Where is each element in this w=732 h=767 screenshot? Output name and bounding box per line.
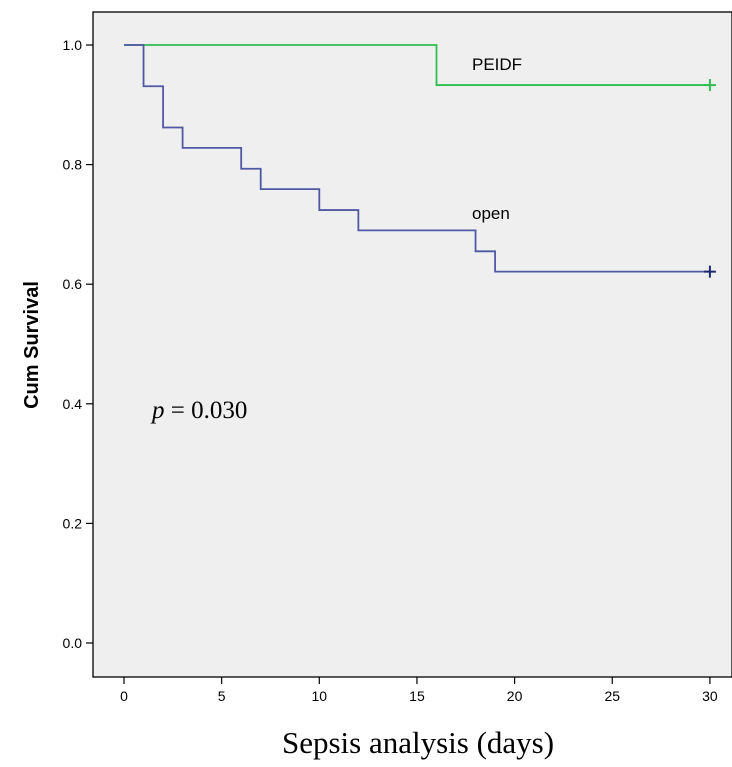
censor-marker-peidf xyxy=(703,79,716,92)
p-value-text: = 0.030 xyxy=(165,397,248,424)
x-tick-label: 25 xyxy=(604,688,620,704)
series-line-peidf xyxy=(124,44,710,86)
x-tick-label: 5 xyxy=(218,688,226,704)
p-value-annotation: p = 0.030 xyxy=(150,397,247,424)
x-tick-label: 15 xyxy=(409,688,425,704)
y-tick-label: 0.0 xyxy=(63,635,83,651)
x-tick-label: 20 xyxy=(507,688,523,704)
x-tick-label: 10 xyxy=(312,688,328,704)
x-axis-label: Sepsis analysis (days) xyxy=(282,725,554,760)
y-tick-label: 0.2 xyxy=(63,515,83,531)
y-tick-label: 0.4 xyxy=(63,396,83,412)
x-tick-label: 0 xyxy=(120,688,128,704)
p-value-symbol: p xyxy=(150,397,165,424)
censor-marker-open xyxy=(703,265,716,278)
series-label-open: open xyxy=(472,204,510,223)
x-tick-label: 30 xyxy=(702,688,718,704)
y-axis: 0.0 0.2 0.4 0.6 0.8 1.0 xyxy=(63,37,93,651)
plot-area xyxy=(92,11,732,678)
x-axis: 0 5 10 15 20 25 30 xyxy=(120,677,718,704)
series-line-open xyxy=(124,44,710,273)
series-label-peidf: PEIDF xyxy=(472,55,522,74)
y-axis-label: Cum Survival xyxy=(21,281,43,409)
y-tick-label: 1.0 xyxy=(63,37,83,53)
y-tick-label: 0.8 xyxy=(63,157,83,173)
y-tick-label: 0.6 xyxy=(63,276,83,292)
series-layer xyxy=(124,44,716,278)
